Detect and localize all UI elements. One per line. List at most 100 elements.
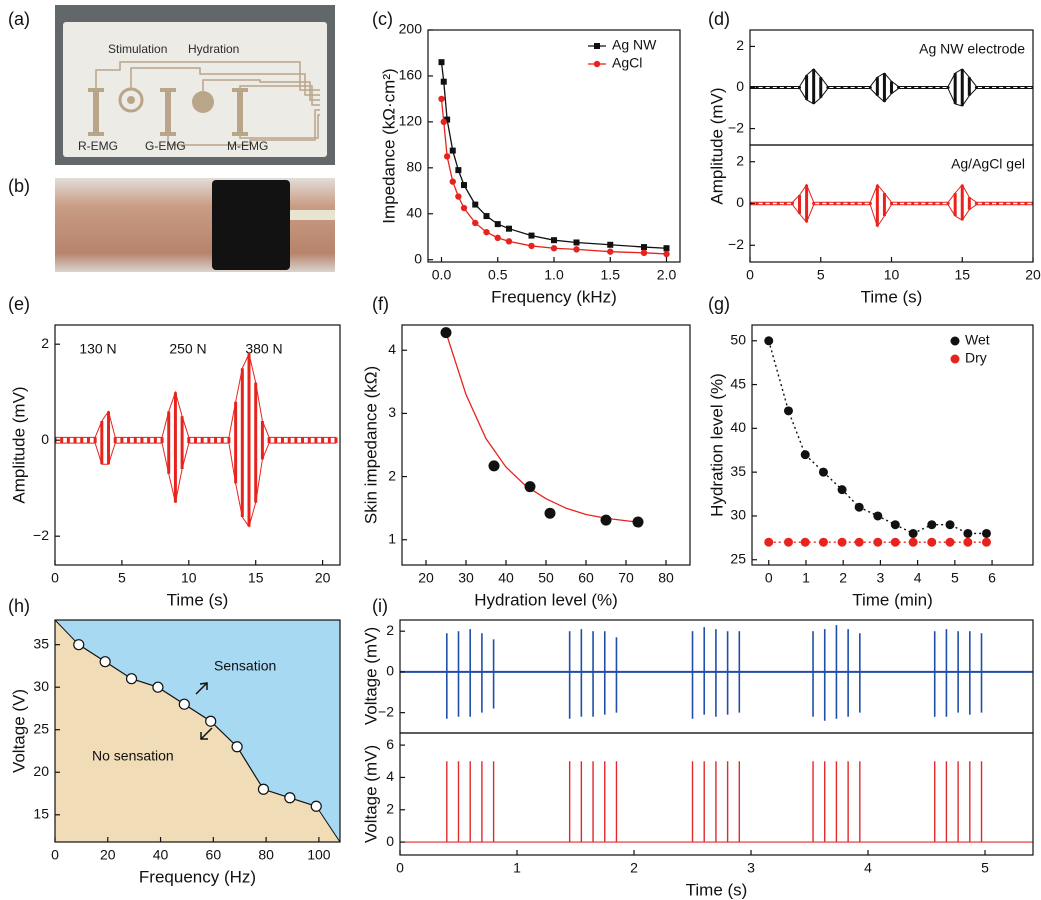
marker	[800, 450, 810, 460]
x-tick-label: 80	[258, 847, 274, 863]
y-tick-label: 120	[399, 113, 423, 129]
marker	[449, 147, 456, 154]
y-axis-label: Voltage (mV)	[361, 627, 380, 725]
marker	[963, 537, 973, 547]
legend-label: Wet	[965, 332, 990, 348]
y-tick-label: −2	[378, 703, 394, 719]
marker	[890, 537, 900, 547]
annotation: Sensation	[214, 658, 276, 674]
y-tick-label: 0	[736, 78, 744, 94]
legend-label: Dry	[965, 350, 987, 366]
y-tick-label: 30	[730, 507, 746, 523]
x-tick-label: 2.0	[657, 267, 677, 283]
panel-label: (f)	[372, 294, 389, 314]
x-tick-label: 4	[914, 570, 922, 586]
y-tick-label: 0	[736, 194, 744, 210]
marker	[981, 537, 991, 547]
frame	[399, 732, 1034, 856]
marker	[440, 118, 447, 126]
y-tick-label: 35	[33, 635, 49, 651]
y-tick-label: 40	[730, 419, 746, 435]
threshold-point	[284, 792, 296, 804]
legend-marker	[594, 43, 600, 49]
signal-lower	[750, 204, 1033, 228]
x-axis-label: Frequency (kHz)	[491, 287, 617, 306]
x-tick-label: 0	[746, 267, 754, 283]
band	[212, 180, 290, 270]
x-tick-label: 15	[954, 267, 970, 283]
marker	[472, 201, 479, 208]
series-line	[440, 62, 667, 249]
x-tick-label: 5	[951, 570, 959, 586]
y-tick-label: 4	[386, 768, 394, 784]
x-tick-label: 1	[802, 570, 810, 586]
threshold-point	[178, 698, 190, 710]
marker	[663, 245, 670, 252]
panel-label: (a)	[8, 9, 30, 29]
y-tick-label: 200	[399, 21, 423, 37]
series-line	[768, 340, 987, 535]
y-tick-label: 2	[736, 37, 744, 53]
plot-area	[55, 620, 340, 842]
marker	[641, 244, 647, 251]
panel-label: (i)	[372, 596, 388, 616]
y-tick-label: 30	[33, 678, 49, 694]
x-axis-label: Time (min)	[852, 590, 933, 609]
x-axis-label: Hydration level (%)	[474, 590, 618, 609]
y-tick-label: 15	[33, 805, 49, 821]
x-tick-label: 1.5	[601, 267, 621, 283]
x-axis-label: Frequency (Hz)	[139, 867, 256, 886]
marker	[908, 537, 918, 547]
panel-label: (g)	[708, 294, 730, 314]
marker	[764, 537, 774, 547]
marker	[783, 406, 793, 416]
marker	[460, 204, 468, 212]
marker	[854, 537, 864, 547]
marker	[573, 246, 580, 253]
traces	[95, 61, 320, 146]
y-tick-label: 2	[386, 622, 394, 638]
annotation: Ag NW electrode	[919, 41, 1025, 57]
x-tick-label: 3	[877, 570, 885, 586]
boundary-line	[78, 644, 317, 807]
marker	[945, 520, 955, 530]
marker	[600, 514, 612, 526]
marker	[800, 537, 810, 547]
plot-area	[438, 59, 670, 258]
marker	[494, 221, 501, 228]
legend-marker	[950, 354, 960, 364]
legend-marker	[593, 60, 601, 68]
x-tick-label: 80	[658, 570, 674, 586]
photo-label: G-EMG	[145, 139, 186, 153]
marker	[963, 528, 973, 538]
plot-area	[400, 625, 1033, 721]
panel: 0 2 4 6 0 1 2 3 4 5 Time (s) Voltage (mV)	[361, 732, 1034, 899]
legend-label: AgCl	[612, 55, 642, 71]
threshold-point	[125, 673, 138, 685]
annotation: 380 N	[245, 341, 282, 357]
marker	[607, 241, 614, 248]
x-tick-label: 5	[118, 570, 126, 586]
threshold-point	[257, 783, 270, 795]
y-tick-label: 0	[386, 833, 394, 849]
x-tick-label: 100	[307, 847, 331, 863]
x-tick-label: 40	[498, 570, 514, 586]
plot-area	[400, 761, 1033, 843]
y-tick-label: 0	[41, 431, 49, 447]
signal-upper	[750, 183, 1033, 203]
marker	[632, 516, 644, 528]
boundary-edge	[315, 805, 340, 842]
plot-area	[750, 183, 1033, 228]
panel: Ag NW AgCl 0 40 80 120 160 200 0.0 0.5 1.0 1.5 2.0 Fr…	[372, 9, 681, 306]
annotation: No sensation	[92, 748, 174, 764]
legend-marker	[950, 336, 960, 346]
marker	[663, 250, 670, 258]
marker	[483, 213, 490, 220]
x-tick-label: 70	[618, 570, 634, 586]
marker	[927, 537, 937, 547]
x-axis-label: Time (s)	[861, 287, 923, 306]
marker	[443, 153, 451, 160]
